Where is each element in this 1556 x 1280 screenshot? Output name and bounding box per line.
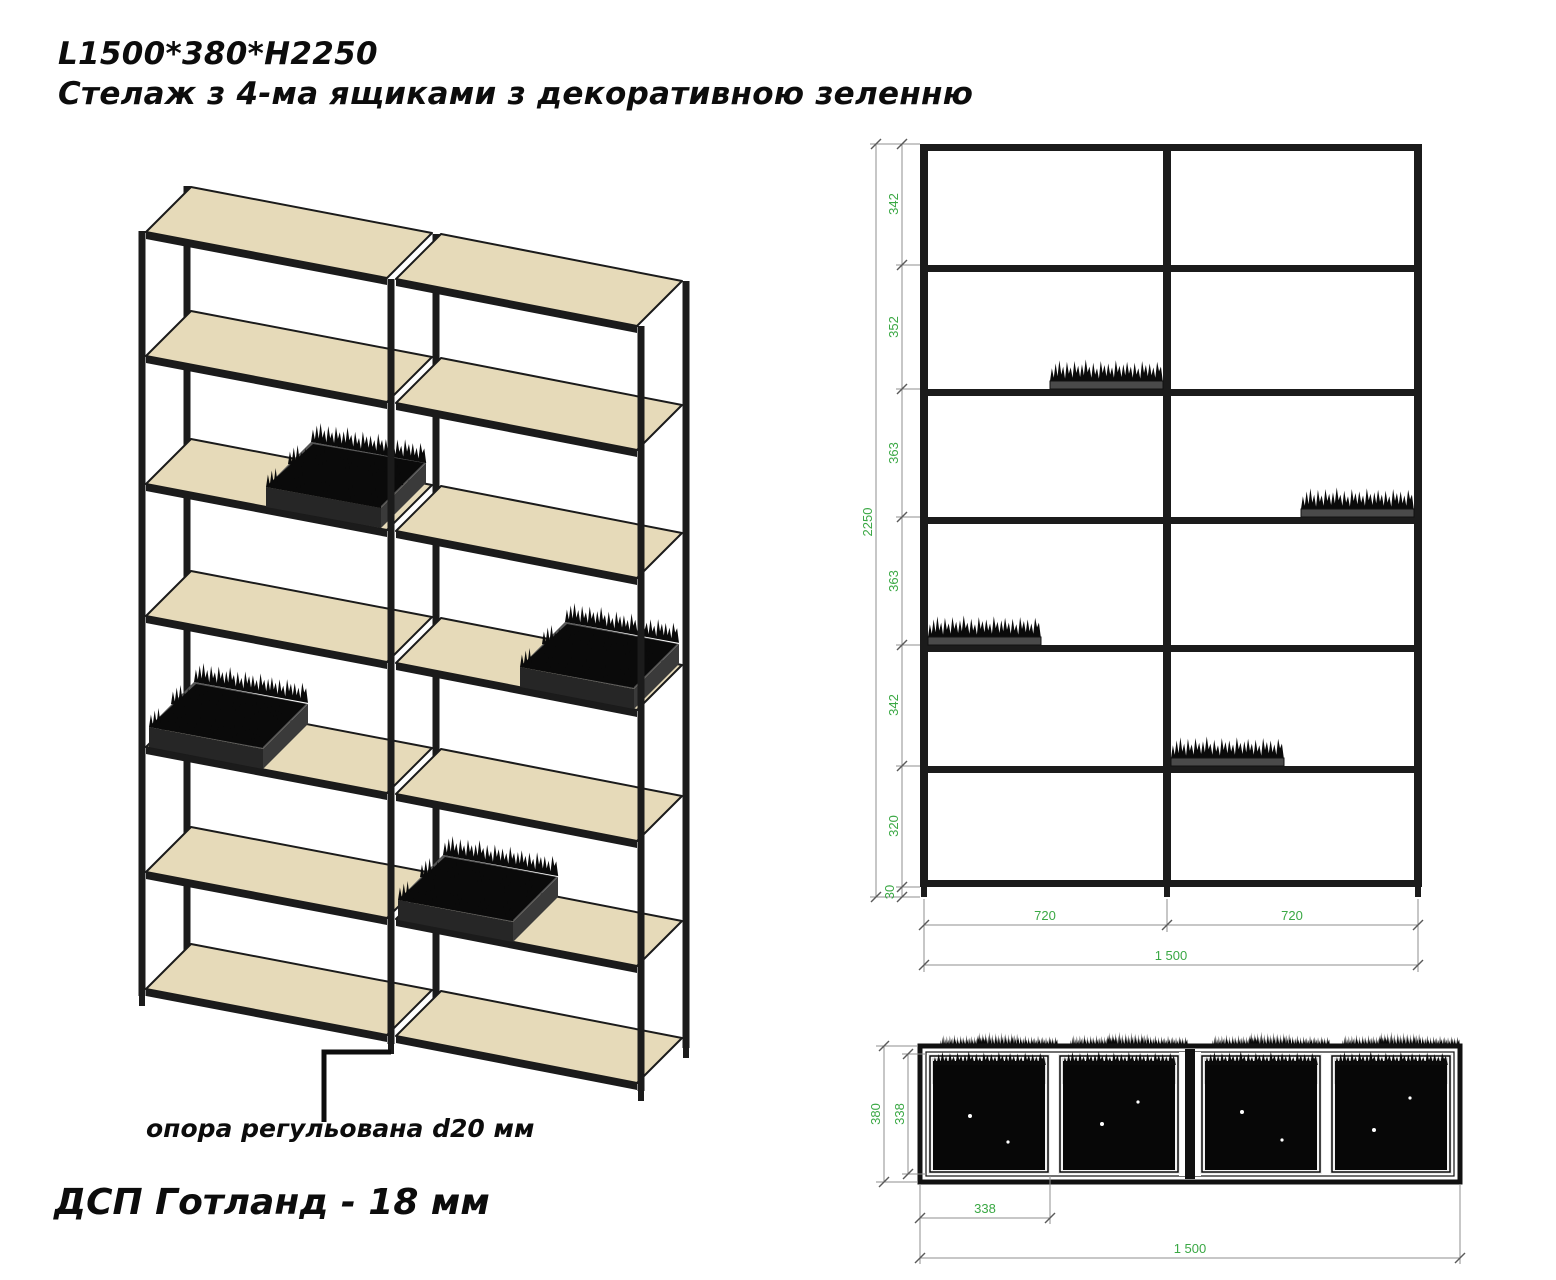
elevation-greenery-boxes: [927, 359, 1415, 767]
drawing-title: L1500*380*H2250 Стелаж з 4-ма ящиками з …: [58, 34, 973, 115]
plan-box-1: [928, 1051, 1050, 1174]
title-dimensions-line: L1500*380*H2250: [58, 36, 378, 72]
material-note: ДСП Готланд - 18 мм: [54, 1182, 490, 1223]
elevation-view: 2250 342 352 363 363 342 320 30: [862, 138, 1424, 972]
dim-label-depth-inner: 338: [892, 1103, 907, 1125]
dim-label: 720: [1281, 908, 1303, 923]
dim-label-overall-width: 1 500: [1155, 948, 1188, 963]
isometric-view: [138, 186, 690, 1122]
dim-label: 352: [886, 316, 901, 338]
plan-box-3: [1200, 1051, 1322, 1174]
foot-callout-line: [321, 1049, 391, 1122]
dim-label: 363: [886, 442, 901, 464]
title-description-line: Стелаж з 4-ма ящиками з декоративною зел…: [58, 76, 974, 113]
dim-label: 363: [886, 570, 901, 592]
plan-view: 380 338 338 1 500: [868, 1031, 1466, 1264]
iso-front-posts: [138, 231, 645, 1101]
dim-label: 342: [886, 193, 901, 215]
greenery-box-1: [266, 420, 427, 528]
dim-label: 342: [886, 694, 901, 716]
plan-box-4: [1330, 1051, 1452, 1174]
dim-label-depth-outer: 380: [868, 1103, 883, 1125]
plan-dimensions: 380 338 338 1 500: [868, 1040, 1466, 1264]
dim-label: 720: [1034, 908, 1056, 923]
dim-label: 320: [886, 815, 901, 837]
plan-frame: [917, 1043, 1463, 1185]
greenery-box-4: [398, 833, 559, 942]
dim-label-overall-height: 2250: [862, 508, 875, 537]
greenery-box-3: [149, 660, 308, 769]
dim-label-legs: 30: [882, 885, 897, 899]
dim-label-box-width: 338: [974, 1201, 996, 1216]
foot-callout-label: опора регульована d20 мм: [146, 1114, 535, 1143]
plan-box-2: [1058, 1051, 1180, 1174]
plan-greenery-boxes: [928, 1051, 1452, 1174]
dim-label-overall-width: 1 500: [1174, 1241, 1207, 1256]
elevation-frame: [920, 144, 1422, 897]
elevation-dimensions: 2250 342 352 363 363 342 320 30: [862, 138, 1424, 972]
iso-shelves: [145, 186, 683, 1090]
